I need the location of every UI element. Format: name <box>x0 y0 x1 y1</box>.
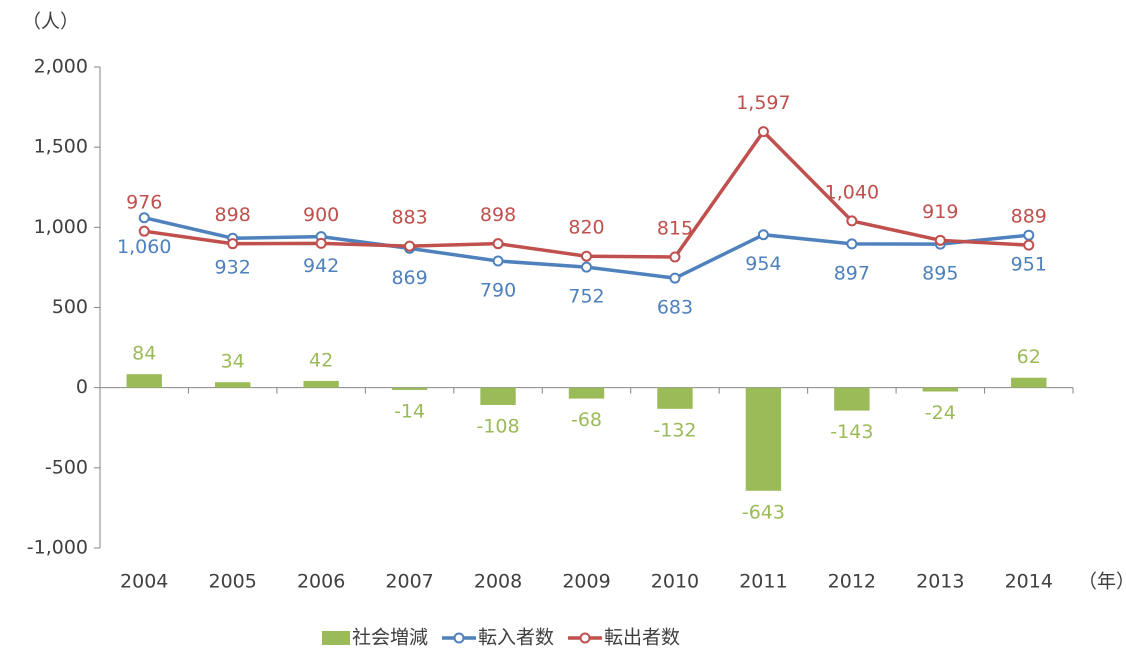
bar <box>214 382 251 388</box>
y-tick-label: -1,000 <box>27 537 88 559</box>
data-label: 752 <box>568 286 604 308</box>
marker <box>757 229 769 241</box>
x-tick-label: 2010 <box>651 571 699 593</box>
marker <box>757 126 769 138</box>
marker <box>581 250 592 262</box>
marker <box>404 240 416 252</box>
data-label: 898 <box>215 204 251 226</box>
y-axis-label: （人） <box>22 11 79 33</box>
data-label: 954 <box>745 253 781 275</box>
data-label: -143 <box>830 421 873 443</box>
data-label: 919 <box>922 201 958 223</box>
marker <box>669 272 681 284</box>
data-label: 34 <box>221 351 245 373</box>
y-tick-label: 0 <box>76 376 88 398</box>
marker <box>138 225 150 237</box>
data-label: -132 <box>653 419 696 441</box>
marker <box>315 237 327 249</box>
data-label: 683 <box>657 297 693 319</box>
data-label: 895 <box>922 263 958 285</box>
data-label: 883 <box>391 207 427 229</box>
data-label: 1,040 <box>825 181 879 203</box>
marker <box>492 238 504 250</box>
data-label: 889 <box>1011 206 1047 228</box>
x-tick-label: 2011 <box>739 571 787 593</box>
bar <box>568 387 605 399</box>
x-tick-label: 2008 <box>474 571 522 593</box>
x-tick-label: 2006 <box>297 571 345 593</box>
x-tick-label: 2004 <box>120 571 168 593</box>
marker <box>1023 229 1035 241</box>
data-label: 820 <box>568 217 604 239</box>
data-label: 976 <box>126 192 162 214</box>
y-tick-label: 1,500 <box>34 136 88 158</box>
legend-swatch <box>453 632 465 644</box>
data-label: 62 <box>1017 346 1041 368</box>
y-tick-label: 2,000 <box>34 56 88 78</box>
bar <box>480 387 516 405</box>
legend-label: 社会増減 <box>352 627 428 649</box>
bar <box>391 387 428 390</box>
data-label: -643 <box>742 501 785 523</box>
legend-swatch <box>579 632 591 644</box>
y-tick-label: 1,000 <box>34 216 88 238</box>
data-label: -14 <box>394 400 425 422</box>
marker <box>846 238 858 250</box>
data-label: 42 <box>309 349 333 371</box>
legend-swatch <box>322 631 350 645</box>
marker <box>492 255 504 267</box>
bar <box>657 387 693 409</box>
data-label: -24 <box>925 402 956 424</box>
x-axis-label: （年） <box>1078 571 1126 593</box>
x-tick-label: 2012 <box>828 571 876 593</box>
legend-label: 転入者数 <box>478 627 554 649</box>
data-label: 790 <box>480 280 516 302</box>
marker <box>1023 239 1035 251</box>
data-label: 897 <box>834 262 870 284</box>
marker <box>846 215 858 227</box>
data-label: -68 <box>571 409 602 431</box>
y-tick-label: -500 <box>45 456 88 478</box>
data-label: 900 <box>303 204 339 226</box>
marker <box>138 212 150 224</box>
data-label: 84 <box>132 343 156 365</box>
data-label: 942 <box>303 255 339 277</box>
data-label: 898 <box>480 204 516 226</box>
x-tick-label: 2005 <box>209 571 257 593</box>
y-tick-label: 500 <box>52 296 88 318</box>
bar <box>1011 377 1047 388</box>
marker <box>669 251 681 263</box>
data-label: 932 <box>215 257 251 279</box>
bar <box>126 374 162 388</box>
data-label: 815 <box>657 217 693 239</box>
data-label: -108 <box>476 415 519 437</box>
bar <box>303 380 339 388</box>
data-label: 869 <box>391 267 427 289</box>
data-label: 951 <box>1011 254 1047 276</box>
data-label: 1,597 <box>736 92 790 114</box>
x-tick-label: 2007 <box>385 571 433 593</box>
legend-label: 転出者数 <box>604 627 680 649</box>
bar <box>745 387 782 491</box>
marker <box>934 234 946 246</box>
bar <box>834 387 870 411</box>
x-tick-label: 2013 <box>916 571 964 593</box>
x-tick-label: 2014 <box>1005 571 1053 593</box>
bar <box>922 387 959 392</box>
marker <box>227 238 239 250</box>
marker <box>581 261 592 273</box>
x-tick-label: 2009 <box>562 571 610 593</box>
data-label: 1,060 <box>117 236 171 258</box>
